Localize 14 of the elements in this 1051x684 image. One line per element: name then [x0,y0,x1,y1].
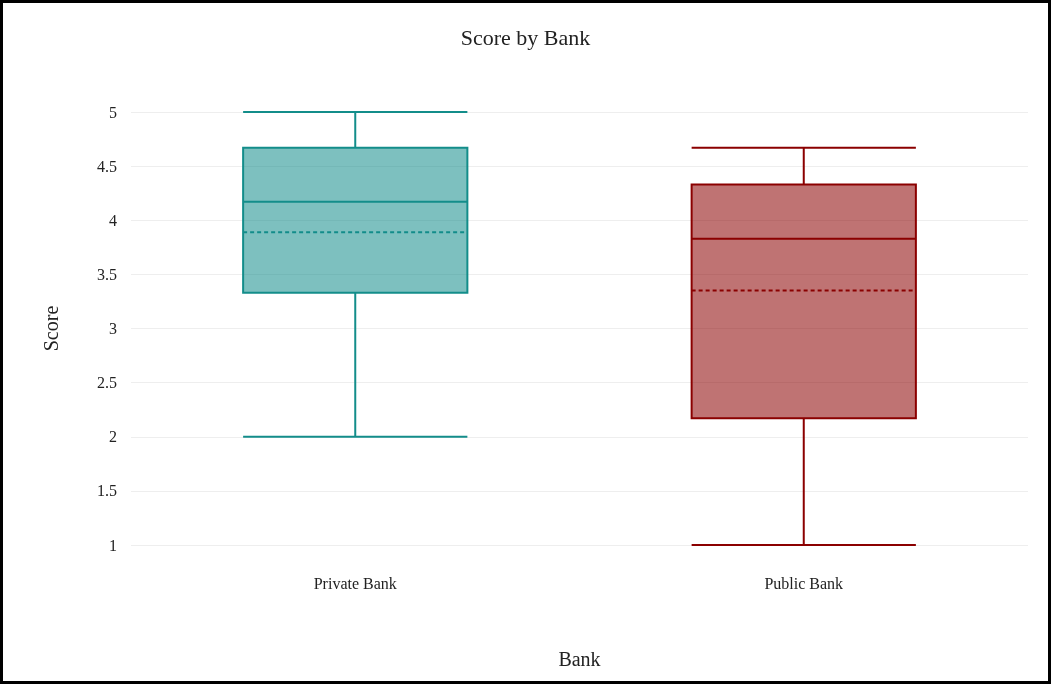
y-tick-label: 4 [109,211,117,229]
y-tick-label: 3.5 [97,265,117,283]
x-tick-label: Public Bank [764,574,844,592]
y-tick-label: 4.5 [97,157,117,175]
y-tick-label: 2.5 [97,374,117,392]
y-tick-label: 3 [109,320,117,337]
y-tick-label: 5 [109,103,117,121]
chart-title: Score by Bank [460,24,591,50]
x-axis-title: Bank [558,648,601,670]
y-axis-title: Score [40,305,62,352]
y-tick-label: 2 [109,428,117,446]
y-tick-label: 1.5 [97,482,117,500]
y-tick-label: 1 [109,536,117,554]
x-tick-label: Private Bank [313,574,397,592]
